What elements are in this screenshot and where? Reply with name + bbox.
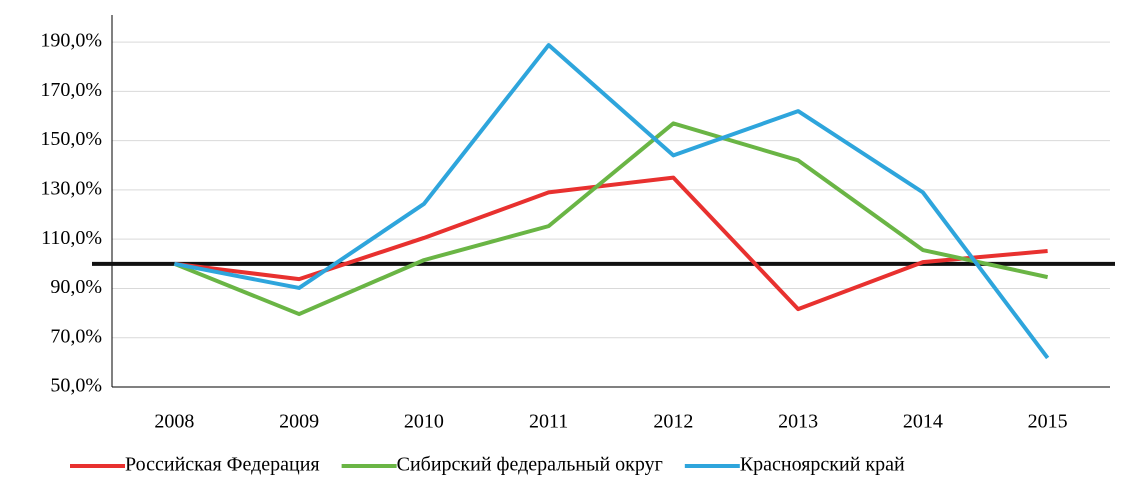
x-tick-label: 2010 (404, 411, 444, 433)
y-tick-label: 130,0% (40, 178, 102, 200)
y-tick-label: 70,0% (50, 325, 102, 347)
y-tick-label: 90,0% (50, 276, 102, 298)
series-line (173, 43, 1050, 360)
y-tick-label: 170,0% (40, 79, 102, 101)
legend-label: Красноярский край (740, 454, 905, 476)
legend-label: Сибирский федеральный округ (397, 454, 663, 476)
legend-label: Российская Федерация (125, 454, 320, 476)
y-tick-label: 110,0% (41, 227, 102, 249)
x-tick-label: 2009 (279, 411, 319, 433)
y-tick-label: 150,0% (40, 128, 102, 150)
x-tick-label: 2015 (1028, 411, 1068, 433)
y-tick-label: 190,0% (40, 30, 102, 52)
x-tick-label: 2008 (154, 411, 194, 433)
y-tick-label: 50,0% (50, 375, 102, 397)
x-tick-label: 2012 (653, 411, 693, 433)
series-line (173, 121, 1049, 317)
x-tick-label: 2011 (529, 411, 568, 433)
x-tick-label: 2013 (778, 411, 818, 433)
x-tick-label: 2014 (903, 411, 943, 433)
